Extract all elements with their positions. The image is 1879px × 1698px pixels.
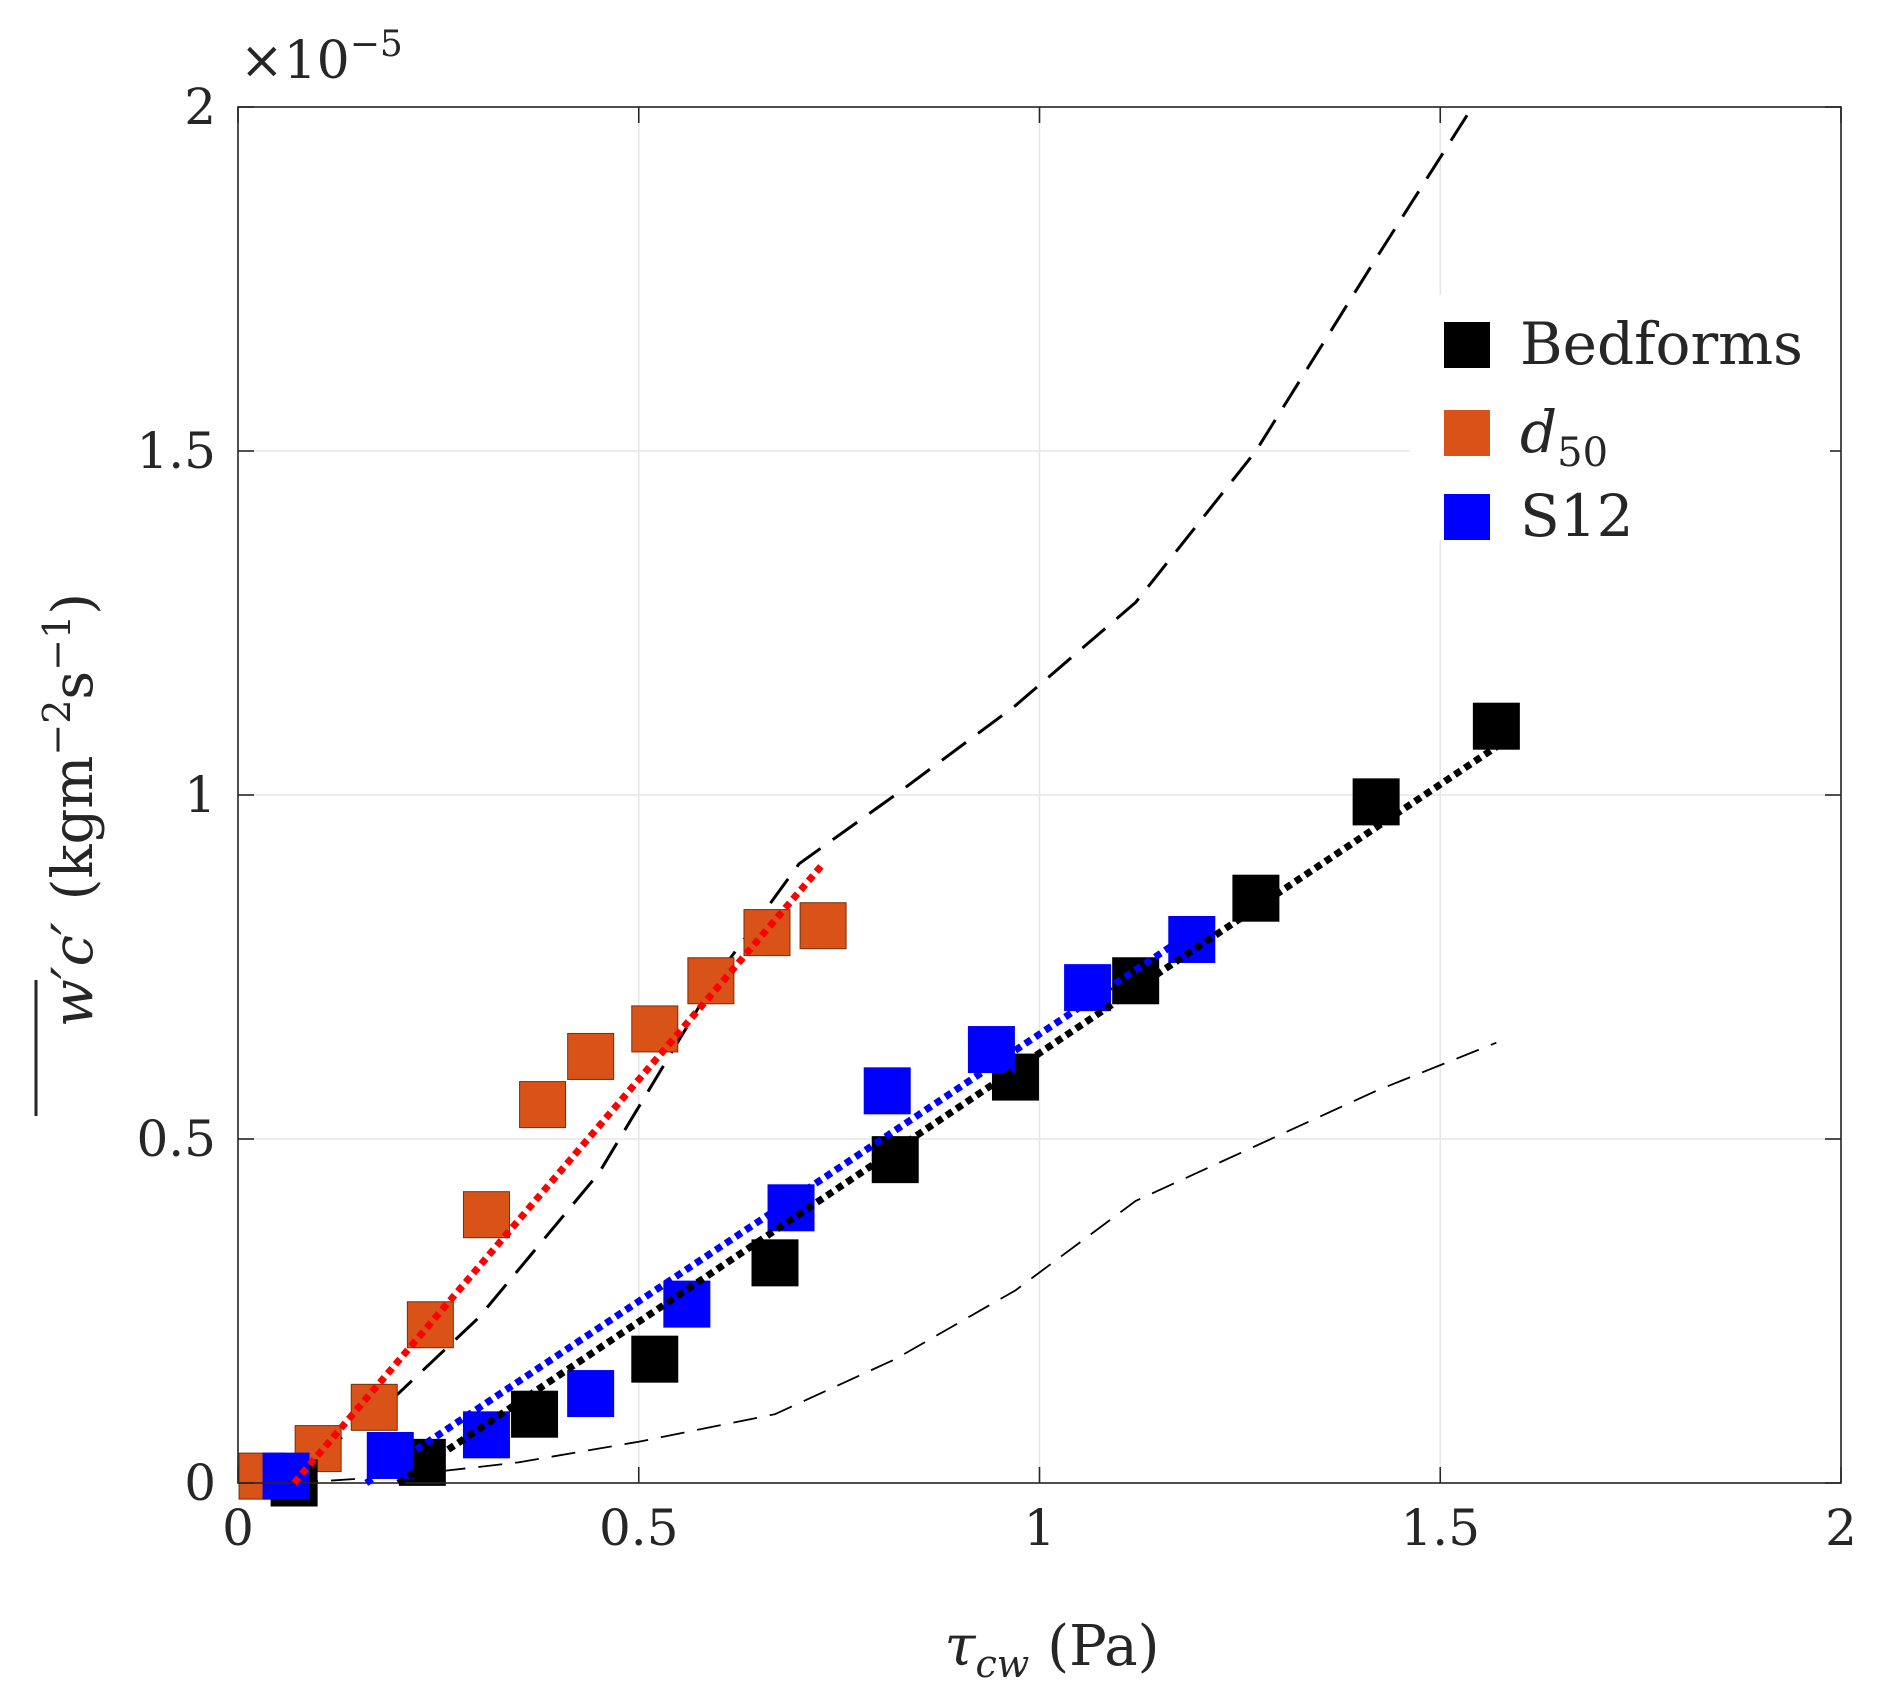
- marker-s12: [863, 1067, 911, 1115]
- y-axis-label: w′c′(kgm−2s−1): [34, 593, 106, 1116]
- marker-bedforms: [511, 1390, 559, 1438]
- marker-bedforms: [1232, 874, 1280, 922]
- marker-bedforms: [1352, 778, 1400, 826]
- marker-d50: [799, 902, 847, 950]
- reference-curves: [294, 107, 1497, 1483]
- x-tick-label: 0.5: [599, 1499, 679, 1557]
- x-tick-label: 2: [1825, 1499, 1857, 1557]
- y-tick-label: 1.5: [136, 422, 216, 480]
- upper-dashed-curve: [317, 107, 1474, 1457]
- data-markers: [238, 702, 1520, 1507]
- marker-s12: [567, 1370, 615, 1418]
- y-tick-label: 0.5: [136, 1110, 216, 1168]
- marker-d50: [567, 1032, 615, 1080]
- lower-dashed-curve: [294, 1041, 1497, 1483]
- marker-bedforms: [631, 1335, 679, 1383]
- legend-label-s12: S12: [1520, 482, 1634, 550]
- y-multiplier: ×10−5: [240, 24, 403, 91]
- y-tick-label: 0: [184, 1454, 216, 1512]
- fit-lines: [291, 743, 1499, 1486]
- d50-fit: [291, 861, 826, 1486]
- x-tick-label: 0: [222, 1499, 254, 1557]
- marker-d50: [519, 1081, 567, 1129]
- y-tick-label: 2: [184, 78, 216, 136]
- marker-d50: [462, 1191, 510, 1239]
- marker-bedforms: [751, 1239, 799, 1287]
- legend-marker-d50: [1444, 410, 1490, 456]
- legend-marker-s12: [1444, 494, 1490, 540]
- marker-s12: [967, 1026, 1015, 1074]
- legend-label-d50: d50: [1520, 398, 1608, 476]
- s12-fit: [364, 929, 1194, 1486]
- x-tick-label: 1.5: [1400, 1499, 1480, 1557]
- axis-ticks: 0 0.5 1 1.5 2 0 0.5 1 1.5 2: [136, 78, 1856, 1557]
- marker-bedforms: [1472, 702, 1520, 750]
- y-tick-label: 1: [184, 766, 216, 824]
- svg-text:w′c′(kgm−2s−1): w′c′(kgm−2s−1): [35, 593, 106, 1027]
- legend-marker-bedforms: [1444, 322, 1490, 368]
- legend-label-bedforms: Bedforms: [1520, 310, 1803, 378]
- legend: Bedforms d50 S12: [1410, 295, 1830, 550]
- marker-s12: [663, 1280, 711, 1328]
- bedforms-fit: [396, 743, 1499, 1486]
- x-tick-label: 1: [1024, 1499, 1056, 1557]
- marker-s12: [262, 1452, 310, 1500]
- x-axis-label: τcw (Pa): [944, 1614, 1159, 1686]
